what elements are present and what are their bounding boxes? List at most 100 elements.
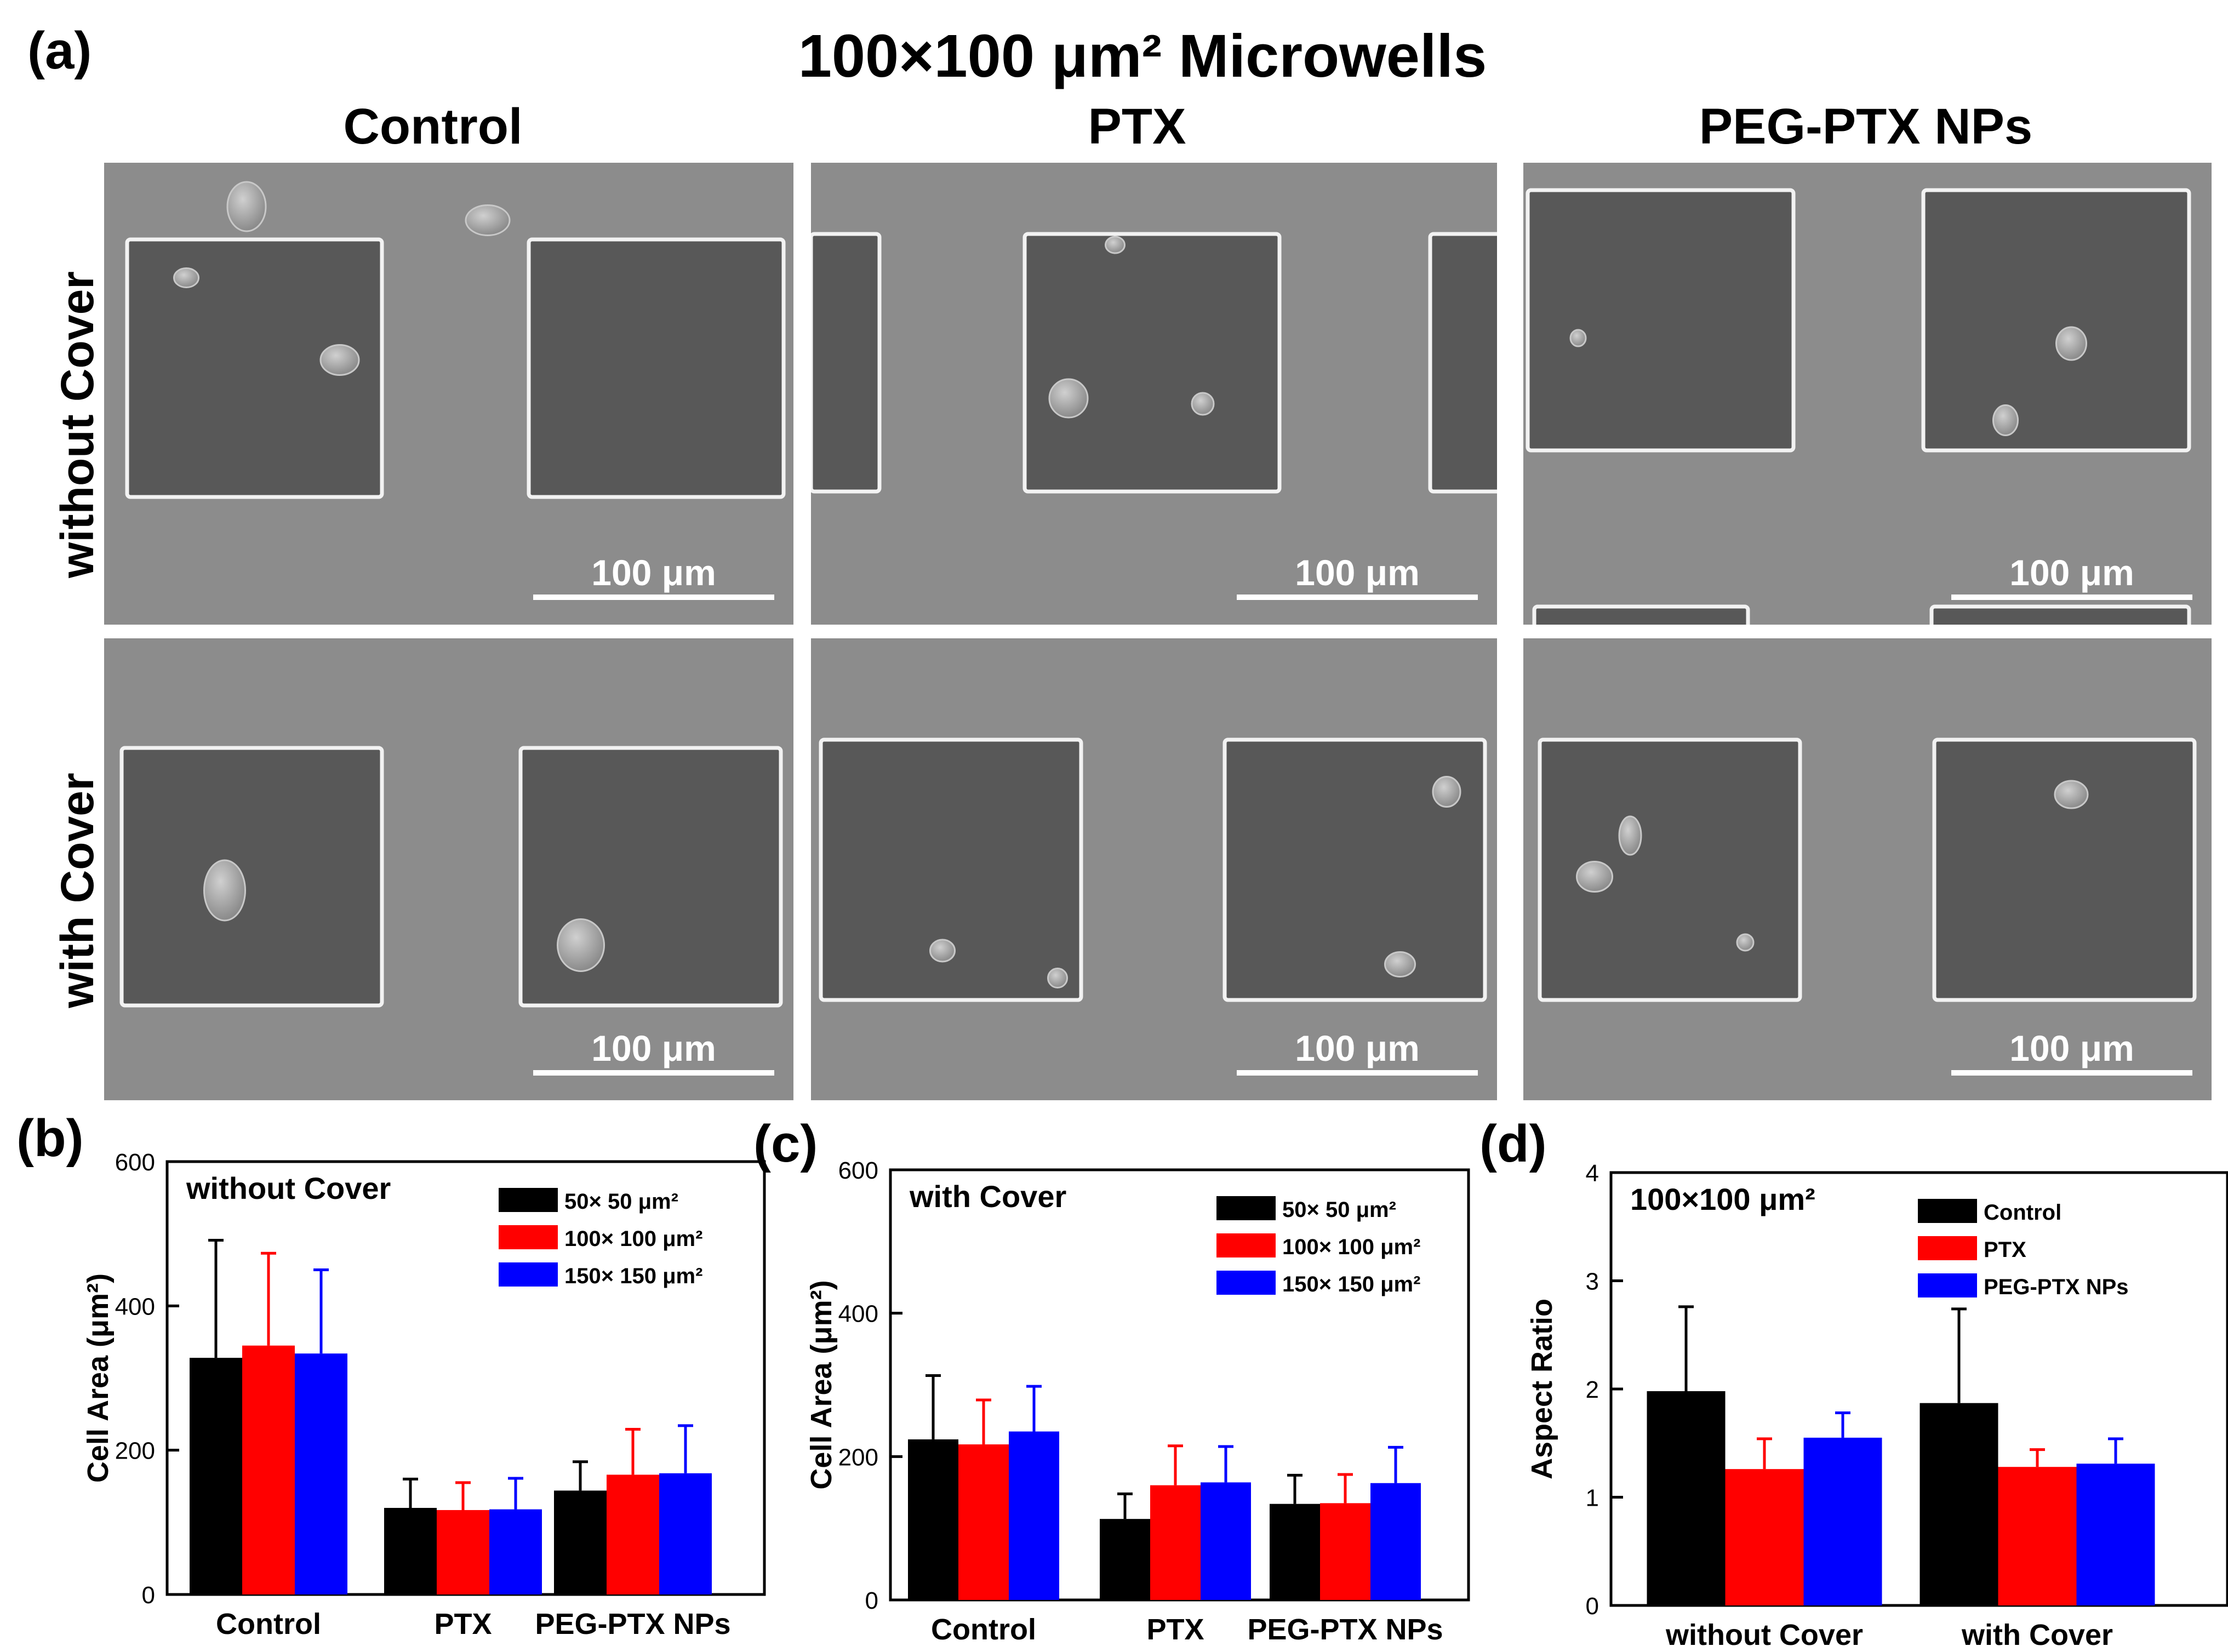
y-tick-label: 0 <box>1586 1593 1599 1620</box>
legend-label: 150× 150 μm² <box>564 1264 702 1288</box>
microwell <box>1932 738 2197 1002</box>
cell <box>1618 815 1642 856</box>
sem-micrograph: 100 μm <box>811 638 1497 1100</box>
cell <box>1191 392 1215 416</box>
micrograph-content <box>119 746 783 1008</box>
column-title-peg-ptx: PEG-PTX NPs <box>1699 99 2032 155</box>
y-tick-label: 3 <box>1586 1268 1599 1295</box>
cell <box>1736 933 1755 952</box>
x-tick-label: Control <box>931 1613 1036 1646</box>
micrograph-content <box>819 738 1487 1002</box>
cell <box>1576 861 1613 893</box>
sem-micrograph: 100 μm <box>104 163 793 625</box>
column-title-ptx: PTX <box>1088 99 1186 155</box>
cell <box>203 859 246 922</box>
microwell <box>819 738 1083 1002</box>
bar <box>554 1490 607 1594</box>
scale-bar-label: 100 μm <box>2009 552 2134 593</box>
x-tick-label: without Cover <box>1665 1619 1863 1651</box>
chart-b: 0 200 400 600 Cell Area (μm²) Control PTX PEG-P… <box>82 1149 766 1640</box>
scale-bar-label: 100 μm <box>591 552 716 593</box>
bar <box>384 1508 437 1594</box>
column-title-control: Control <box>343 99 522 155</box>
microwell <box>811 232 882 494</box>
bar <box>2076 1464 2155 1605</box>
panel-b-label: (b) <box>16 1109 84 1168</box>
y-tick-label: 0 <box>865 1587 878 1614</box>
bar <box>1201 1482 1251 1600</box>
y-axis-label: Cell Area (μm²) <box>82 1273 115 1483</box>
legend-swatch <box>499 1262 558 1287</box>
y-tick-label: 400 <box>838 1301 878 1328</box>
bar <box>1009 1431 1059 1600</box>
cell <box>929 939 956 963</box>
panel-a-label: (a) <box>27 21 92 80</box>
sem-micrograph: 100 μm <box>1523 638 2212 1100</box>
micrograph-content <box>125 181 786 499</box>
micrograph-content <box>1526 188 2191 625</box>
legend-label: 50× 50 μm² <box>564 1190 678 1214</box>
x-tick-label: PTX <box>1146 1613 1204 1646</box>
cell <box>226 181 267 232</box>
main-title: 100×100 μm² Microwells <box>798 22 1487 90</box>
y-axis-label: Cell Area (μm²) <box>805 1280 838 1489</box>
y-tick-label: 200 <box>838 1444 878 1471</box>
bar <box>607 1474 659 1594</box>
bar <box>1150 1485 1201 1600</box>
bar <box>1647 1391 1726 1605</box>
y-tick-label: 200 <box>115 1438 155 1465</box>
bar <box>242 1345 295 1594</box>
cell <box>2054 780 2089 809</box>
microwell <box>1526 188 1796 453</box>
microwell <box>1022 232 1282 494</box>
chart-d: 0 1 2 3 4 Aspect Ratio without Cover with Cover… <box>1526 1160 2228 1651</box>
microwell <box>1222 738 1487 1002</box>
cell <box>1105 236 1126 254</box>
legend-label: PTX <box>1984 1238 2026 1262</box>
legend-swatch <box>499 1188 558 1212</box>
legend-label: 150× 150 μm² <box>1282 1272 1420 1296</box>
legend-swatch <box>1918 1273 1977 1297</box>
panel-d-label: (d) <box>1479 1114 1547 1173</box>
y-tick-label: 2 <box>1586 1376 1599 1403</box>
microwell <box>527 237 786 499</box>
bar <box>659 1473 712 1594</box>
sem-micrograph: 100 μm <box>104 638 793 1100</box>
bar <box>958 1444 1009 1600</box>
sem-micrograph-grid: 100 μm 100 μm 100 μm 100 μm 100 μm 100 μm <box>104 163 2212 1100</box>
legend-label: 100× 100 μm² <box>1282 1235 1420 1259</box>
bar <box>295 1353 347 1594</box>
sem-micrograph: 100 μm <box>811 163 1497 625</box>
microwell <box>1428 232 1497 494</box>
microwell <box>1929 604 2191 625</box>
chart-title: without Cover <box>186 1171 391 1205</box>
chart-c: 0 200 400 600 Cell Area (μm²) Control PTX PEG-P… <box>805 1157 1470 1646</box>
cell <box>2055 326 2087 361</box>
microwell <box>125 237 384 499</box>
x-tick-label: PTX <box>434 1608 492 1640</box>
row-title-without-cover: without Cover <box>52 271 103 579</box>
bar <box>1100 1519 1150 1600</box>
bar <box>1998 1467 2077 1605</box>
bar <box>489 1509 542 1594</box>
sem-micrograph: 100 μm <box>1523 163 2212 625</box>
microwell <box>1532 604 1750 625</box>
micrograph-content <box>1538 738 2197 1002</box>
x-tick-label: Control <box>216 1608 321 1640</box>
y-tick-label: 600 <box>115 1149 155 1176</box>
legend-swatch <box>1918 1236 1977 1260</box>
microwell <box>1921 188 2191 453</box>
cell <box>1384 951 1416 978</box>
bar <box>1725 1469 1804 1605</box>
legend-label: Control <box>1984 1201 2061 1225</box>
bar <box>437 1510 489 1594</box>
cell <box>173 267 199 288</box>
x-tick-label: with Cover <box>1961 1619 2113 1651</box>
chart-title: 100×100 μm² <box>1630 1182 1815 1216</box>
cell <box>1432 776 1461 808</box>
x-tick-label: PEG-PTX NPs <box>535 1608 730 1640</box>
y-tick-label: 4 <box>1586 1160 1599 1187</box>
y-tick-label: 0 <box>142 1582 155 1609</box>
microwell <box>1538 738 1802 1002</box>
cell <box>557 918 605 972</box>
